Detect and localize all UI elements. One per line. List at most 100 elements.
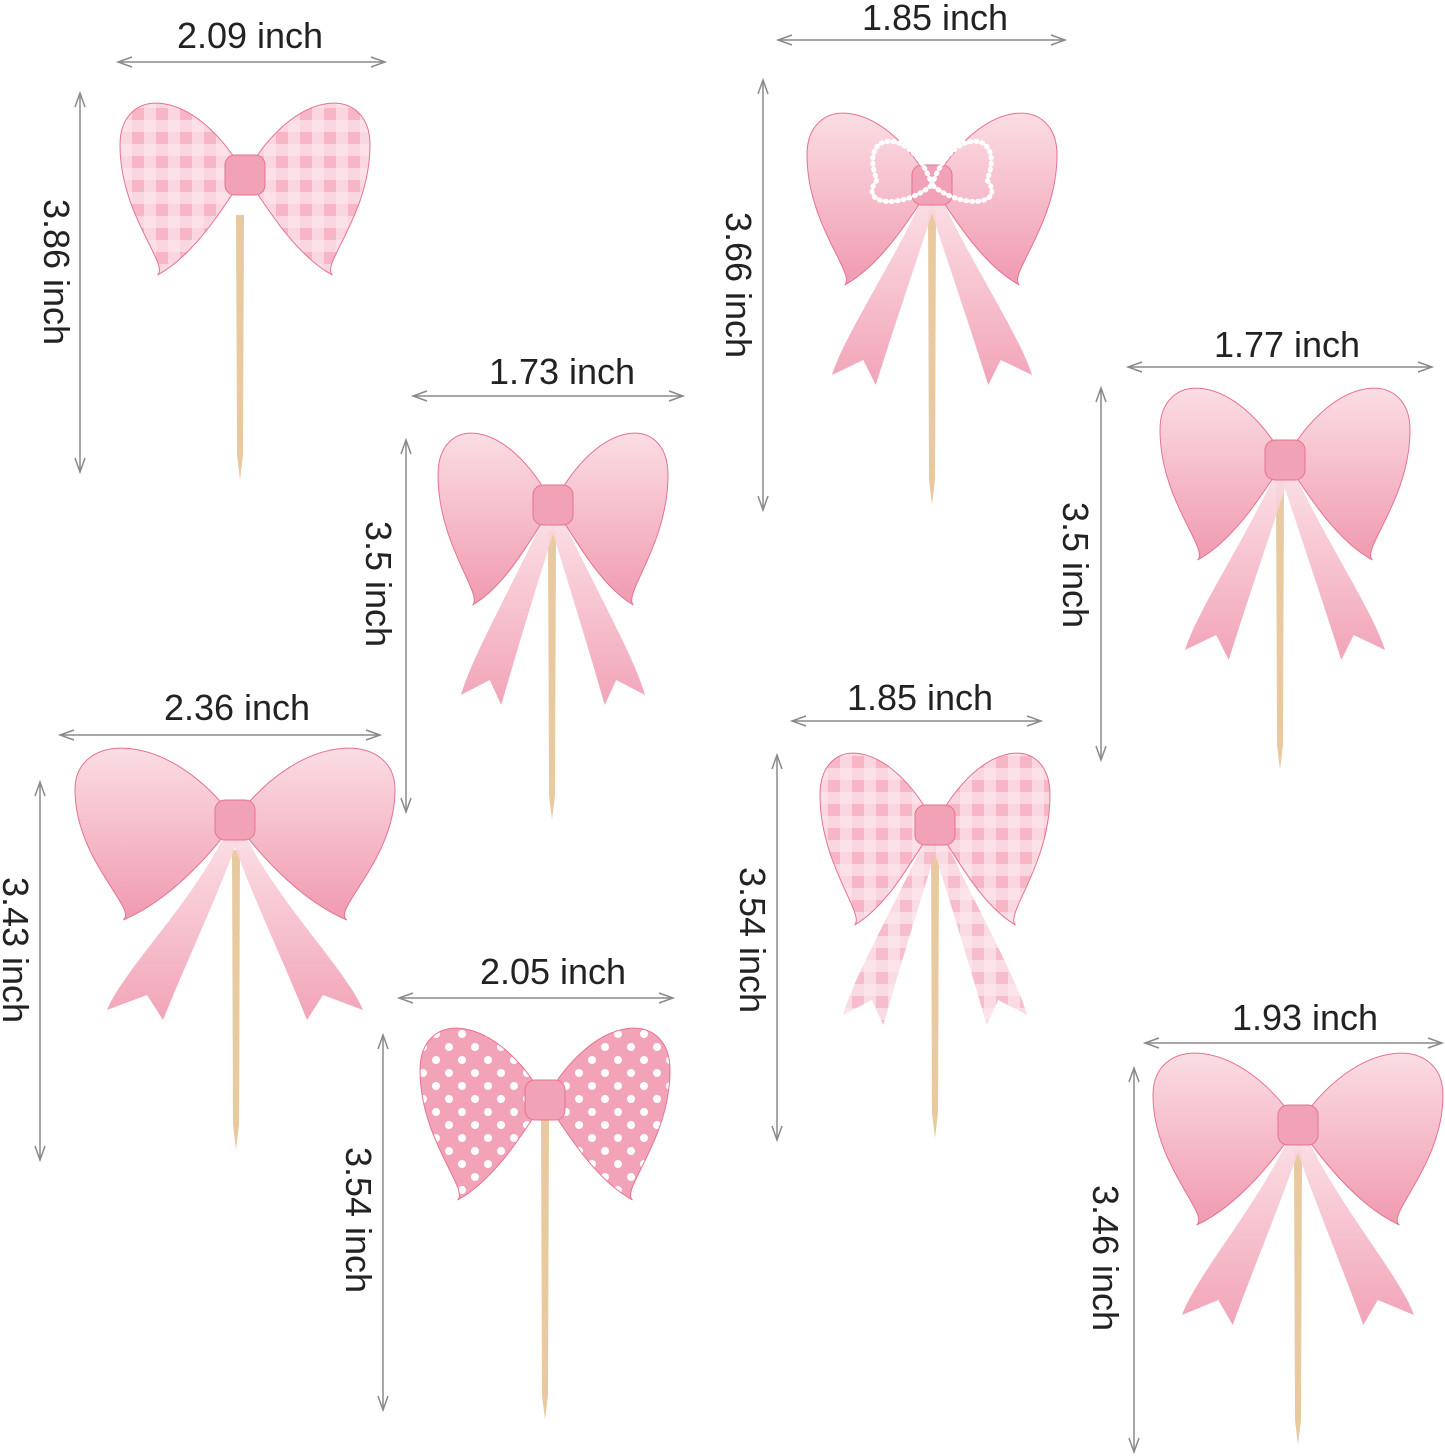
arrowhead-right-icon [1026, 715, 1044, 727]
height-label: 3.5 inch [1055, 501, 1096, 629]
bow-wing-right [1297, 1052, 1444, 1226]
arrowhead-down-icon [1128, 1437, 1140, 1455]
arrowhead-up-icon [377, 1032, 389, 1050]
toothpick-stick [1276, 480, 1284, 770]
bow-knot [524, 1079, 566, 1121]
width-label: 1.85 inch [861, 0, 1009, 38]
arrowhead-left-icon [1125, 361, 1143, 373]
bow-wing-left [119, 102, 246, 276]
bow-wing-right [931, 112, 1058, 286]
arrowhead-down-icon [34, 1145, 46, 1163]
arrowhead-down-icon [74, 457, 86, 475]
height-label: 3.54 inch [338, 1146, 379, 1294]
cupcake-topper-7 [377, 992, 676, 1420]
bow-wing-left [1152, 1052, 1299, 1226]
arrowhead-down-icon [400, 797, 412, 815]
toothpick-stick [1294, 1150, 1302, 1445]
arrowhead-right-icon [1417, 361, 1435, 373]
bow-tail-right [926, 195, 1032, 385]
bow-wing-right [234, 747, 396, 921]
arrowhead-right-icon [370, 56, 388, 68]
height-label: 3.43 inch [0, 876, 36, 1024]
bow-tail-right [229, 830, 363, 1020]
arrowhead-left-icon [789, 715, 807, 727]
bow-wing-left [1159, 387, 1286, 561]
arrowhead-up-icon [400, 437, 412, 455]
width-label: 1.85 inch [846, 677, 994, 718]
bow-wing-left [806, 112, 933, 286]
bow-wing-left [819, 752, 936, 926]
arrowhead-up-icon [34, 779, 46, 797]
pearl-loop [929, 138, 995, 204]
arrowhead-right-icon [668, 390, 686, 402]
width-label: 2.36 inch [163, 687, 311, 728]
arrowhead-left-icon [410, 390, 428, 402]
bow-tail-left [843, 835, 941, 1025]
bow-knot [1264, 439, 1306, 481]
bow-tail-left [1185, 470, 1291, 660]
arrowhead-right-icon [1427, 1037, 1445, 1049]
bow-tail-left [832, 195, 938, 385]
toothpick-stick [931, 855, 939, 1138]
cupcake-topper-5 [34, 729, 396, 1163]
arrowhead-left-icon [57, 729, 75, 741]
arrowhead-up-icon [771, 752, 783, 770]
bow-knot [214, 799, 256, 841]
cupcake-topper-3 [400, 390, 686, 820]
arrowhead-right-icon [658, 992, 676, 1004]
arrowhead-down-icon [757, 495, 769, 513]
bow-wing-right [544, 1027, 671, 1201]
arrowhead-left-icon [775, 34, 793, 46]
width-label: 1.77 inch [1213, 324, 1361, 365]
bow-wing-right [1284, 387, 1411, 561]
bow-knot [1277, 1104, 1319, 1146]
cupcake-topper-8 [1128, 1037, 1445, 1455]
arrowhead-up-icon [1095, 385, 1107, 403]
height-label: 3.46 inch [1085, 1184, 1126, 1332]
toothpick-stick [928, 210, 936, 505]
bow-tail-left [461, 515, 559, 705]
bow-tail-right [929, 835, 1027, 1025]
bow-knot [914, 804, 956, 846]
arrowhead-right-icon [365, 729, 383, 741]
arrowhead-up-icon [757, 77, 769, 95]
arrowhead-left-icon [115, 56, 133, 68]
pearl-loop [869, 138, 935, 204]
height-label: 3.66 inch [718, 211, 759, 359]
bow-tail-right [1292, 1135, 1414, 1325]
cupcake-topper-4 [1095, 361, 1435, 770]
toothpick-stick [548, 530, 556, 820]
cupcake-topper-2 [757, 34, 1068, 513]
bow-wing-right [552, 432, 669, 606]
arrowhead-left-icon [1142, 1037, 1160, 1049]
height-label: 3.86 inch [36, 198, 77, 346]
bow-knot [224, 154, 266, 196]
width-label: 2.05 inch [479, 951, 627, 992]
arrowhead-left-icon [396, 992, 414, 1004]
arrowhead-down-icon [377, 1395, 389, 1413]
bow-wing-right [244, 102, 371, 276]
bow-knot [532, 484, 574, 526]
arrowhead-right-icon [1050, 34, 1068, 46]
bow-tail-right [1279, 470, 1385, 660]
bow-wing-left [74, 747, 236, 921]
toothpick-stick [232, 850, 240, 1150]
bow-tail-left [107, 830, 241, 1020]
toothpick-stick [541, 1120, 549, 1420]
bow-wing-left [437, 432, 554, 606]
width-label: 2.09 inch [176, 15, 324, 56]
bow-wing-right [934, 752, 1051, 926]
arrowhead-down-icon [1095, 745, 1107, 763]
height-label: 3.54 inch [732, 866, 773, 1014]
bow-tail-right [547, 515, 645, 705]
arrowhead-up-icon [74, 90, 86, 108]
bow-tail-left [1182, 1135, 1304, 1325]
height-label: 3.5 inch [358, 520, 399, 648]
cupcake-topper-6 [771, 715, 1051, 1143]
width-label: 1.73 inch [488, 351, 636, 392]
width-label: 1.93 inch [1231, 997, 1379, 1038]
bow-wing-left [419, 1027, 546, 1201]
cupcake-topper-1 [74, 56, 388, 480]
